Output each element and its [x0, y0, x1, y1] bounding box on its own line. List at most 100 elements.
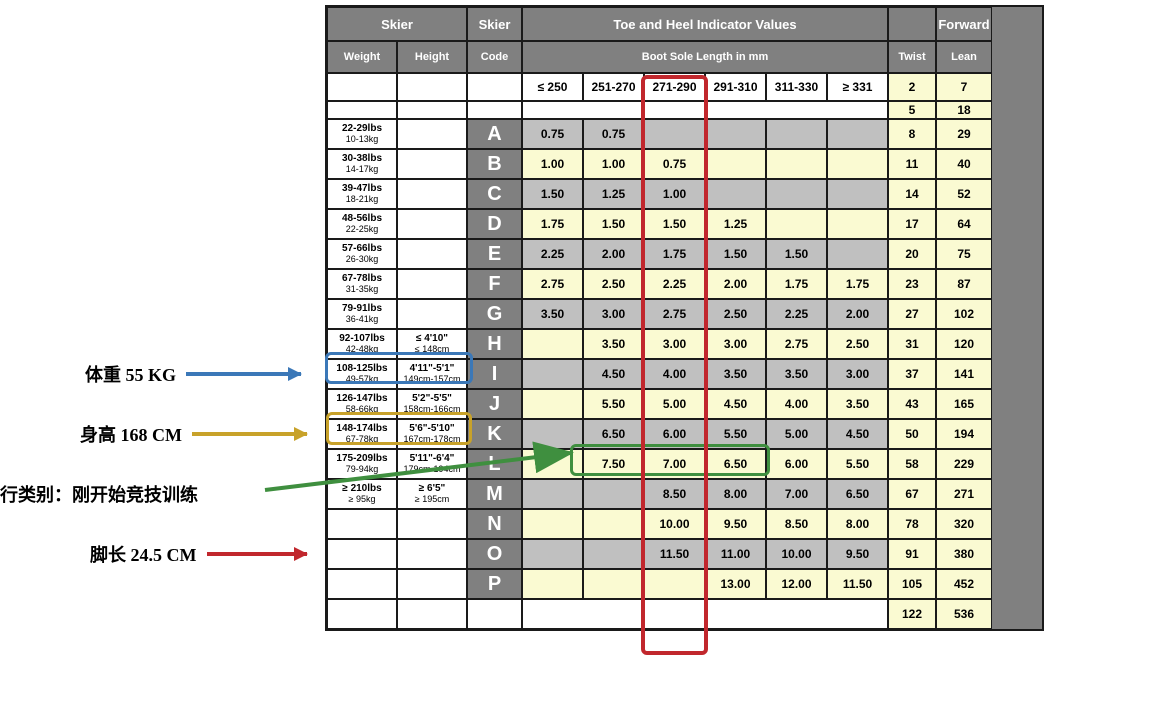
value-cell: [766, 209, 827, 239]
value-cell: 10.00: [644, 509, 705, 539]
hdr-forward: Forward: [936, 7, 992, 41]
value-cell: 2.50: [705, 299, 766, 329]
lean-cell: 64: [936, 209, 992, 239]
blank: [397, 73, 467, 101]
value-cell: [766, 179, 827, 209]
value-cell: 8.00: [705, 479, 766, 509]
value-cell: 11.50: [827, 569, 888, 599]
twist-cell: 8: [888, 119, 936, 149]
value-cell: 2.00: [827, 299, 888, 329]
value-cell: 5.00: [644, 389, 705, 419]
value-cell: [583, 479, 644, 509]
value-cell: 1.25: [583, 179, 644, 209]
table-row: 22-29lbs10-13kgA0.750.75829: [327, 119, 1042, 149]
value-cell: 11.50: [644, 539, 705, 569]
weight-cell: 148-174lbs67-78kg: [327, 419, 397, 449]
table-row: 148-174lbs67-78kg5'6"-5'10"167cm-178cmK6…: [327, 419, 1042, 449]
value-cell: 2.75: [644, 299, 705, 329]
code-cell: A: [467, 119, 522, 149]
twist-cell: 67: [888, 479, 936, 509]
value-cell: 2.50: [583, 269, 644, 299]
twist-cell: 31: [888, 329, 936, 359]
header-row-2: Weight Height Code Boot Sole Length in m…: [327, 41, 1042, 73]
value-cell: 1.50: [644, 209, 705, 239]
value-cell: 5.00: [766, 419, 827, 449]
weight-cell: 126-147lbs58-66kg: [327, 389, 397, 419]
value-cell: [522, 509, 583, 539]
lean-cell: 165: [936, 389, 992, 419]
value-cell: 4.00: [644, 359, 705, 389]
value-cell: 8.50: [644, 479, 705, 509]
height-cell: 5'11"-6'4"179cm-194cm: [397, 449, 467, 479]
blank: [522, 101, 888, 119]
value-cell: 1.75: [766, 269, 827, 299]
value-cell: 9.50: [705, 509, 766, 539]
twist-cell: 23: [888, 269, 936, 299]
weight-cell: 22-29lbs10-13kg: [327, 119, 397, 149]
value-cell: [583, 569, 644, 599]
twist-cell: 91: [888, 539, 936, 569]
twist-cell: 17: [888, 209, 936, 239]
value-cell: 2.25: [644, 269, 705, 299]
height-cell: ≤ 4'10"≤ 148cm: [397, 329, 467, 359]
value-cell: 1.50: [766, 239, 827, 269]
value-cell: 1.00: [583, 149, 644, 179]
weight-cell: [327, 539, 397, 569]
value-cell: [522, 479, 583, 509]
height-cell: [397, 269, 467, 299]
din-chart: Skier Skier Toe and Heel Indicator Value…: [325, 5, 1044, 631]
tail-row: 122 536: [327, 599, 1042, 629]
blank: [327, 73, 397, 101]
value-cell: [766, 149, 827, 179]
code-cell: G: [467, 299, 522, 329]
blank: [467, 73, 522, 101]
height-cell: [397, 179, 467, 209]
hdr-height: Height: [397, 41, 467, 73]
annotation: 体重 55 KG: [85, 361, 301, 387]
value-cell: [827, 209, 888, 239]
value-cell: 6.00: [766, 449, 827, 479]
blank: [467, 599, 522, 629]
value-cell: 2.00: [705, 269, 766, 299]
value-cell: [644, 119, 705, 149]
header-row-1: Skier Skier Toe and Heel Indicator Value…: [327, 7, 1042, 41]
twist-cell: 43: [888, 389, 936, 419]
weight-cell: 175-209lbs79-94kg: [327, 449, 397, 479]
value-cell: 9.50: [827, 539, 888, 569]
hdr-code-1: Skier: [479, 17, 511, 32]
lean-cell: 141: [936, 359, 992, 389]
height-cell: [397, 239, 467, 269]
value-cell: [827, 149, 888, 179]
value-cell: 2.25: [766, 299, 827, 329]
blank: [397, 101, 467, 119]
lean-top: 7: [936, 73, 992, 101]
value-cell: [522, 449, 583, 479]
value-cell: [583, 509, 644, 539]
blank: [467, 101, 522, 119]
weight-cell: 30-38lbs14-17kg: [327, 149, 397, 179]
value-cell: [522, 359, 583, 389]
code-cell: M: [467, 479, 522, 509]
value-cell: 1.00: [644, 179, 705, 209]
table-row: 67-78lbs31-35kgF2.752.502.252.001.751.75…: [327, 269, 1042, 299]
blank: [522, 599, 888, 629]
hdr-twist: [888, 7, 936, 41]
weight-cell: 79-91lbs36-41kg: [327, 299, 397, 329]
tail-lean: 536: [936, 599, 992, 629]
value-cell: 10.00: [766, 539, 827, 569]
code-cell: P: [467, 569, 522, 599]
table-row: N10.009.508.508.0078320: [327, 509, 1042, 539]
value-cell: 5.50: [583, 389, 644, 419]
value-cell: 3.50: [827, 389, 888, 419]
height-cell: 5'2"-5'5"158cm-166cm: [397, 389, 467, 419]
hdr-skier: Skier: [327, 7, 467, 41]
boot-col-2: 271-290: [644, 73, 705, 101]
value-cell: 1.50: [705, 239, 766, 269]
value-cell: 4.50: [827, 419, 888, 449]
hdr-code: Skier: [467, 7, 522, 41]
value-cell: 13.00: [705, 569, 766, 599]
lean-cell: 120: [936, 329, 992, 359]
weight-cell: 57-66lbs26-30kg: [327, 239, 397, 269]
value-cell: 1.75: [827, 269, 888, 299]
hdr-code2: Code: [467, 41, 522, 73]
